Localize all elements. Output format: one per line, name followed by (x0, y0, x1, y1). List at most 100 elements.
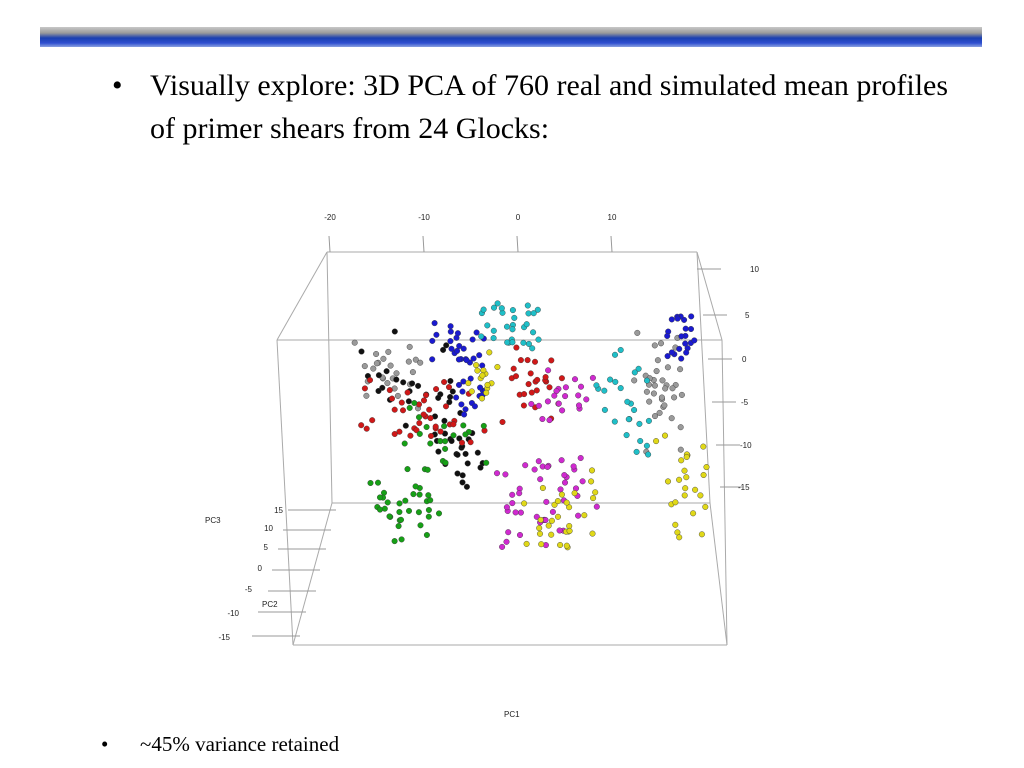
point (384, 380, 391, 387)
point (480, 367, 487, 374)
tick-label: -10 (418, 213, 430, 222)
point (503, 504, 510, 511)
point (387, 362, 394, 369)
point (441, 379, 448, 386)
point (534, 376, 541, 383)
point (546, 417, 553, 424)
point (391, 431, 398, 438)
point (436, 510, 443, 517)
edge (276, 339, 294, 646)
point (370, 365, 377, 372)
point (520, 339, 527, 346)
point (525, 381, 532, 388)
point (528, 389, 535, 396)
point (358, 348, 365, 355)
axis-label: PC1 (504, 710, 520, 719)
point (448, 438, 455, 445)
point (682, 340, 689, 347)
point (617, 385, 624, 392)
point (504, 323, 511, 330)
point (393, 376, 400, 383)
axis-label: PC2 (262, 600, 278, 609)
point (490, 335, 497, 342)
tick (516, 235, 519, 253)
point (407, 432, 414, 439)
point (406, 343, 413, 350)
point (633, 448, 640, 455)
point (456, 381, 463, 388)
point (367, 480, 374, 487)
point (548, 357, 555, 364)
point (520, 402, 527, 409)
point (433, 386, 440, 393)
point (593, 503, 600, 510)
point (668, 316, 675, 323)
point (653, 368, 660, 375)
point (427, 440, 434, 447)
point (509, 307, 516, 314)
point (440, 346, 447, 353)
point (435, 448, 442, 455)
point (404, 389, 411, 396)
point (634, 329, 641, 336)
point (682, 325, 689, 332)
point (677, 366, 684, 373)
point (555, 513, 562, 520)
point (659, 377, 666, 384)
bullet-dot: • (101, 732, 109, 756)
tick-label: 10 (750, 265, 759, 274)
point (563, 542, 570, 549)
point (525, 310, 532, 317)
point (681, 467, 688, 474)
point (424, 466, 431, 473)
point (692, 486, 699, 493)
point (447, 323, 454, 330)
point (477, 384, 484, 391)
point (678, 457, 685, 464)
point (502, 471, 509, 478)
tick (422, 235, 425, 253)
point (669, 385, 676, 392)
point (409, 380, 416, 387)
point (521, 500, 528, 507)
bullet-dot: • (112, 69, 123, 102)
point (563, 499, 570, 506)
point (454, 347, 461, 354)
point (503, 538, 510, 545)
point (363, 425, 370, 432)
point (658, 394, 665, 401)
point (391, 538, 398, 545)
tick-label: -10 (227, 609, 239, 618)
point (612, 378, 619, 385)
point (491, 304, 498, 311)
point (672, 499, 679, 506)
point (690, 510, 697, 517)
point (474, 367, 481, 374)
tick-label: 0 (258, 564, 263, 573)
point (462, 406, 469, 413)
point (581, 512, 588, 519)
point (435, 394, 442, 401)
point (664, 364, 671, 371)
point (447, 378, 454, 385)
point (656, 409, 663, 416)
point (661, 402, 668, 409)
point (456, 435, 463, 442)
point (410, 491, 417, 498)
point (535, 402, 542, 409)
point (361, 385, 368, 392)
point (510, 365, 517, 372)
point (423, 532, 430, 539)
point (652, 413, 659, 420)
point (509, 339, 516, 346)
point (523, 540, 530, 547)
point (589, 530, 596, 537)
point (429, 337, 436, 344)
point (358, 422, 365, 429)
edge (696, 251, 711, 504)
point (524, 357, 531, 364)
point (534, 306, 541, 313)
tick-label: -5 (741, 398, 749, 407)
point (668, 415, 675, 422)
